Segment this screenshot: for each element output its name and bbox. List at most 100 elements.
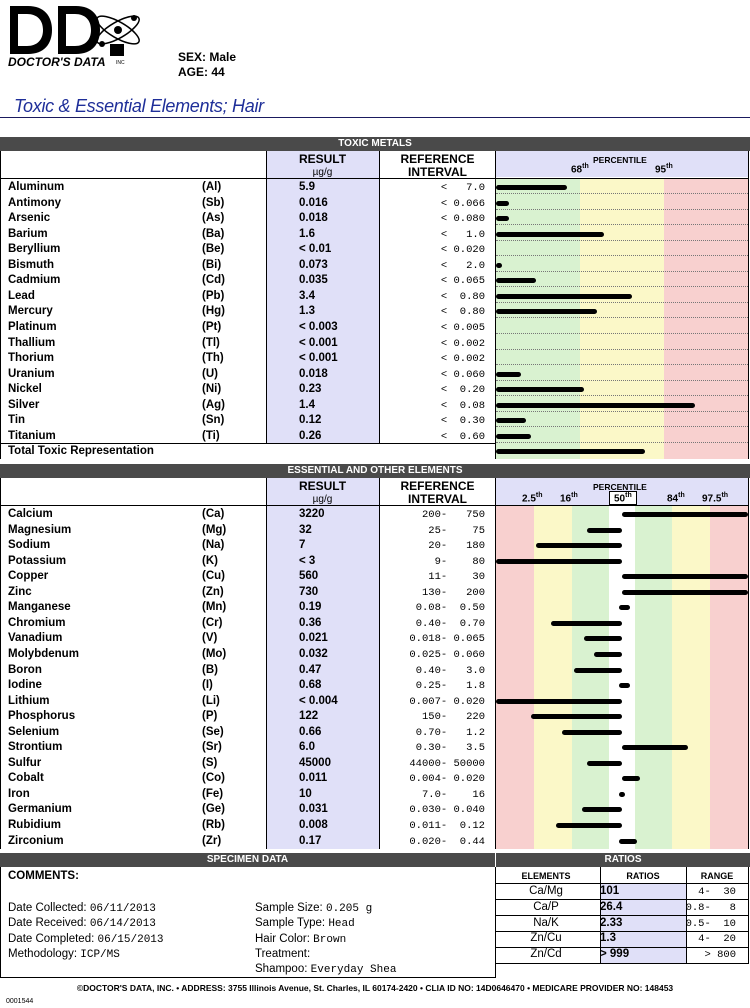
essential-row-rubidium: Rubidium (Rb) 0.008 0.011- 0.12 [0, 818, 750, 834]
reference-interval: < 0.20 [440, 384, 485, 397]
ratio-elements: Ca/P [533, 900, 559, 913]
reference-interval: < 0.60 [440, 430, 485, 443]
ratios-grid-line [496, 946, 749, 948]
toxic-row-silver: Silver (Ag) 1.4 < 0.08 [0, 398, 750, 414]
essential-red-high-zone [710, 505, 748, 849]
element-result: < 0.001 [299, 336, 338, 349]
age-label: AGE: [178, 65, 208, 79]
essential-row-boron: Boron (B) 0.47 0.40- 3.0 [0, 663, 750, 679]
percentile-bar [622, 776, 640, 782]
essential-p16-label: 16th [560, 492, 578, 505]
element-name: Aluminum [8, 181, 65, 193]
shampoo-value: Everyday Shea [310, 964, 397, 976]
ratio-elements: Zn/Cu [530, 932, 562, 945]
sample-size-label: Sample Size: [255, 902, 323, 914]
specimen-section-bar: SPECIMEN DATA [0, 853, 495, 867]
toxic-row-beryllium: Beryllium (Be) < 0.01 < 0.020 [0, 242, 750, 258]
percentile-bar [496, 200, 509, 206]
essential-row-vanadium: Vanadium (V) 0.021 0.018- 0.065 [0, 631, 750, 647]
total-toxic-label: Total Toxic Representation [8, 445, 154, 457]
reference-interval: 200- 750 [421, 509, 485, 521]
essential-row-iron: Iron (Fe) 10 7.0- 16 [0, 787, 750, 803]
element-result: 1.3 [299, 305, 315, 318]
element-name: Selenium [8, 725, 60, 738]
element-name: Arsenic [8, 212, 51, 225]
element-result: 32 [299, 523, 312, 536]
percentile-bar [594, 651, 622, 657]
element-name: Uranium [8, 367, 55, 380]
element-name: Strontium [8, 741, 63, 754]
toxic-row-thallium: Thallium (Tl) < 0.001 < 0.002 [0, 336, 750, 352]
element-name: Boron [8, 663, 42, 676]
element-result: < 3 [299, 554, 316, 567]
element-result: 0.008 [299, 819, 328, 831]
reference-interval: < 0.80 [440, 306, 485, 319]
ratio-range: 0.5- 10 [685, 917, 736, 930]
element-symbol: (Sr) [202, 741, 222, 754]
reference-interval: 0.40- 3.0 [415, 664, 485, 677]
reference-interval: < 0.002 [440, 337, 485, 350]
element-name: Cobalt [8, 772, 44, 785]
specimen-grid-line [0, 977, 496, 978]
element-symbol: (K) [202, 554, 218, 567]
percentile-bar [531, 714, 622, 720]
toxic-row-titanium: Titanium (Ti) 0.26 < 0.60 [0, 429, 750, 445]
element-name: Iron [8, 787, 30, 800]
percentile-bar [496, 433, 532, 439]
essential-row-cobalt: Cobalt (Co) 0.011 0.004- 0.020 [0, 771, 750, 787]
element-symbol: (I) [202, 679, 213, 692]
element-name: Vanadium [8, 632, 63, 645]
reference-interval: 0.08- 0.50 [415, 602, 485, 615]
report-title: Toxic & Essential Elements; Hair [14, 96, 264, 116]
essential-yellow-high-zone [672, 505, 710, 849]
ratios-col-range: RANGE [700, 871, 734, 881]
ratio-row: Ca/Mg 101 4- 30 [496, 884, 748, 900]
percentile-bar [496, 231, 605, 237]
element-symbol: (Cu) [202, 570, 225, 583]
essential-grid-line [266, 478, 267, 849]
element-symbol: (Li) [202, 694, 220, 707]
reference-interval: < 0.80 [440, 290, 485, 303]
essential-row-molybdenum: Molybdenum (Mo) 0.032 0.025- 0.060 [0, 647, 750, 663]
element-result: < 0.004 [299, 694, 338, 707]
element-symbol: (Cr) [202, 616, 223, 629]
essential-row-copper: Copper (Cu) 560 11- 30 [0, 569, 750, 585]
element-symbol: (Mg) [202, 523, 227, 536]
reference-interval: 0.030- 0.040 [409, 804, 485, 817]
treatment-label: Treatment: [255, 948, 311, 960]
ratio-range: 0.8- 8 [685, 901, 736, 914]
toxic-section-bar: TOXIC METALS [0, 137, 750, 151]
element-name: Zirconium [8, 834, 64, 847]
essential-p2_5-label: 2.5th [522, 492, 543, 505]
element-name: Manganese [8, 601, 71, 614]
toxic-ref-label-1: REFERENCE [400, 152, 475, 166]
essential-row-potassium: Potassium (K) < 3 9- 80 [0, 554, 750, 570]
row-dotted-line [496, 348, 748, 350]
sex-value: Male [209, 50, 237, 64]
toxic-percentile-title: PERCENTILE [593, 155, 647, 165]
ratio-value: 26.4 [600, 900, 623, 913]
date-received-value: 06/14/2013 [89, 918, 156, 930]
element-symbol: (P) [202, 710, 218, 723]
date-collected-label: Date Collected: [8, 902, 87, 914]
methodology-label: Methodology: [8, 948, 78, 960]
toxic-result-header: RESULT µg/g [266, 153, 379, 179]
element-symbol: (Rb) [202, 819, 225, 831]
element-result: 730 [299, 585, 319, 598]
reference-interval: 7.0- 16 [421, 788, 485, 801]
element-symbol: (Pt) [202, 320, 222, 333]
element-symbol: (Se) [202, 725, 224, 738]
sample-size-value: 0.205 g [325, 903, 373, 915]
element-name: Nickel [8, 383, 42, 396]
element-symbol: (Sn) [202, 414, 225, 427]
ratio-value: 101 [600, 885, 620, 897]
essential-row-phosphorus: Phosphorus (P) 122 150- 220 [0, 709, 750, 725]
title-rule [0, 117, 750, 118]
toxic-row-uranium: Uranium (U) 0.018 < 0.060 [0, 367, 750, 383]
essential-green-high-zone [635, 505, 672, 849]
methodology-field: Methodology: ICP/MS [8, 948, 120, 961]
row-dotted-line [496, 208, 748, 210]
ratios-grid-line [496, 883, 749, 884]
toxic-grid-line [0, 178, 749, 179]
ratio-elements: Na/K [533, 916, 559, 929]
